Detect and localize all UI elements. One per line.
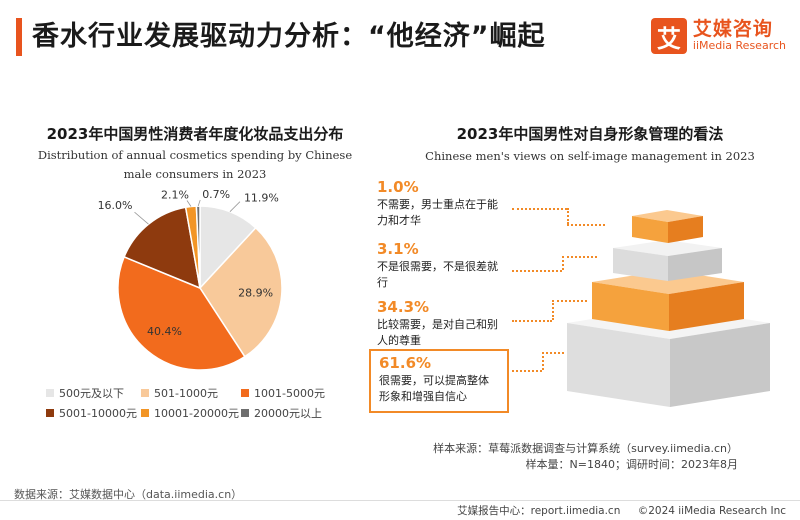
view-pct-2: 34.3% — [377, 298, 430, 316]
connector-0-v — [567, 208, 569, 224]
view-text-1: 不是很需要，不是很差就行 — [377, 260, 498, 289]
image-pyramid — [567, 210, 770, 407]
legend-swatch-3 — [46, 409, 54, 417]
pie-chart-subtitle-line1: Distribution of annual cosmetics spendin… — [37, 148, 353, 162]
pie-leader-5 — [197, 199, 201, 207]
view-item-2: 34.3% 比较需要，是对自己和别人的尊重 — [377, 298, 507, 349]
legend-label-1: 501-1000元 — [154, 387, 218, 400]
footer-bar: 艾媒报告中心：report.iimedia.cn ©2024 iiMedia R… — [457, 503, 786, 518]
pyramid-tier-second — [613, 240, 722, 281]
pie-legend: 500元及以下 501-1000元 1001-5000元 5001-10000元… — [46, 385, 346, 425]
sample-meta: 样本量：N=1840；调研时间：2023年8月 — [525, 458, 738, 471]
pie-chart-subtitle-line2: male consumers in 2023 — [123, 167, 267, 181]
connector-2 — [512, 320, 552, 322]
view-pct-0: 1.0% — [377, 178, 419, 196]
views-chart-subtitle: Chinese men's views on self-image manage… — [425, 149, 755, 163]
data-source: 数据来源：艾媒数据中心（data.iimedia.cn） — [14, 488, 243, 501]
brand-name-en: iiMedia Research — [692, 39, 786, 52]
legend-item-3: 5001-10000元 — [46, 405, 141, 421]
pie-leader-3 — [134, 211, 149, 225]
legend-item-5: 20000元以上 — [241, 405, 322, 421]
legend-label-4: 10001-20000元 — [154, 407, 239, 420]
pie-slice-2 — [117, 255, 246, 371]
pie-slice-1 — [199, 226, 283, 358]
view-pct-3: 61.6% — [379, 354, 432, 372]
brand-name-cn: 艾媒咨询 — [692, 18, 773, 40]
connector-0 — [512, 208, 567, 210]
sample-source: 样本来源：草莓派数据调查与计算系统（survey.iimedia.cn） — [433, 442, 738, 455]
view-pct-1: 3.1% — [377, 240, 419, 258]
legend-label-0: 500元及以下 — [59, 387, 124, 400]
pie-label-4: 2.1% — [161, 190, 189, 201]
connector-2-h2 — [552, 300, 587, 302]
legend-swatch-2 — [241, 389, 249, 397]
legend-item-2: 1001-5000元 — [241, 385, 325, 401]
pie-slice-3 — [123, 206, 201, 290]
pyramid-tier-top — [632, 210, 703, 243]
connector-1 — [512, 270, 562, 272]
pie-label-2: 40.4% — [147, 325, 182, 338]
pie-slice-0 — [199, 205, 257, 290]
connector-2-v — [552, 300, 554, 320]
connector-3-h2 — [542, 352, 564, 354]
legend-label-3: 5001-10000元 — [59, 407, 137, 420]
sample-info: 样本来源：草莓派数据调查与计算系统（survey.iimedia.cn） 样本量… — [433, 441, 738, 473]
copyright: ©2024 iiMedia Research Inc — [637, 505, 786, 517]
pie-chart-title: 2023年中国男性消费者年度化妆品支出分布 — [46, 125, 344, 143]
pie-leader-0 — [229, 201, 241, 212]
page-title: 香水行业发展驱动力分析：“他经济”崛起 — [32, 21, 546, 52]
legend-item-1: 501-1000元 — [141, 385, 241, 401]
pie-chart: 28.9% 40.4% 11.9% 16.0% 2.1% 0.7% — [98, 190, 283, 371]
title-accent-bar — [16, 18, 22, 56]
brand-mark: 艾 — [650, 18, 687, 54]
pie-label-1: 28.9% — [238, 287, 273, 300]
view-item-3-highlighted: 61.6% 很需要，可以提高整体形象和增强自信心 — [369, 349, 509, 413]
brand-logo: 艾 艾媒咨询 iiMedia Research — [650, 18, 786, 54]
view-text-2: 比较需要，是对自己和别人的尊重 — [377, 318, 498, 347]
legend-item-0: 500元及以下 — [46, 385, 141, 401]
pie-label-0: 11.9% — [244, 192, 279, 205]
legend-label-2: 1001-5000元 — [254, 387, 325, 400]
legend-swatch-4 — [141, 409, 149, 417]
connector-1-v — [562, 256, 564, 270]
report-center-link[interactable]: 艾媒报告中心：report.iimedia.cn — [457, 505, 621, 517]
footer-divider — [0, 500, 800, 501]
view-text-3: 很需要，可以提高整体形象和增强自信心 — [379, 374, 489, 403]
connector-0-h2 — [567, 224, 605, 226]
connector-1-h2 — [562, 256, 597, 258]
legend-item-4: 10001-20000元 — [141, 405, 241, 421]
pie-label-5: 0.7% — [202, 190, 230, 201]
connector-3 — [512, 370, 542, 372]
legend-swatch-5 — [241, 409, 249, 417]
pie-label-3: 16.0% — [98, 199, 133, 212]
pie-leader-4 — [186, 200, 192, 207]
view-item-0: 1.0% 不需要，男士重点在于能力和才华 — [377, 178, 507, 229]
view-item-1: 3.1% 不是很需要，不是很差就行 — [377, 240, 507, 291]
legend-swatch-1 — [141, 389, 149, 397]
views-chart-title: 2023年中国男性对自身形象管理的看法 — [456, 125, 724, 143]
legend-swatch-0 — [46, 389, 54, 397]
pyramid-tier-third — [592, 270, 744, 331]
legend-label-5: 20000元以上 — [254, 407, 322, 420]
view-text-0: 不需要，男士重点在于能力和才华 — [377, 198, 498, 227]
connector-3-v — [542, 352, 544, 370]
